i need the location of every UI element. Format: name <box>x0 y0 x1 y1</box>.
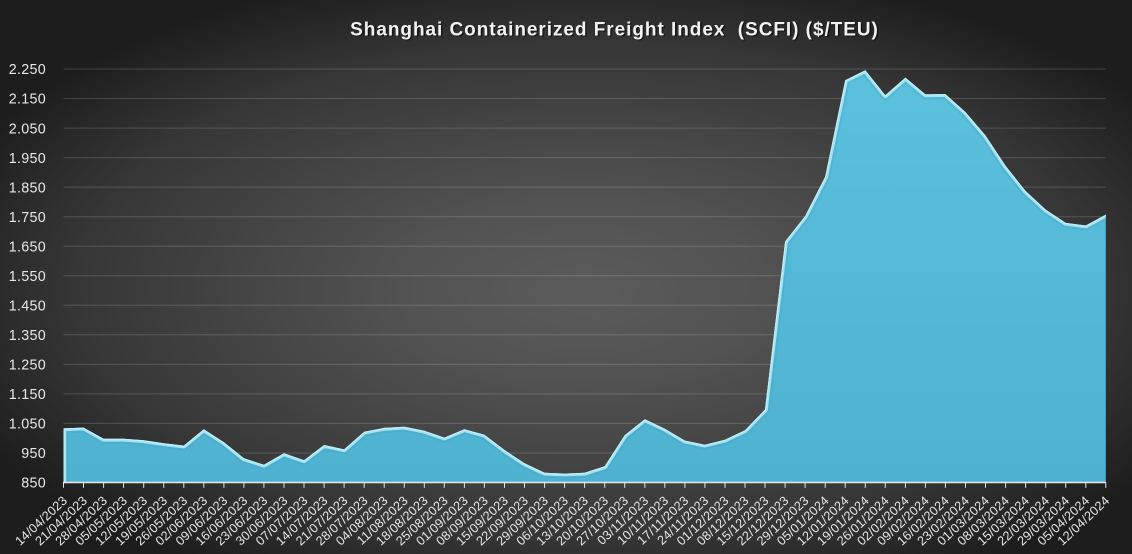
svg-text:1.350: 1.350 <box>9 328 46 344</box>
svg-text:2.250: 2.250 <box>9 62 46 78</box>
svg-text:1.150: 1.150 <box>9 387 46 403</box>
svg-text:Shanghai Containerized Freight: Shanghai Containerized Freight Index (SC… <box>352 21 881 42</box>
svg-text:1.250: 1.250 <box>9 358 46 374</box>
svg-text:1.550: 1.550 <box>9 269 46 285</box>
svg-text:1.650: 1.650 <box>9 239 46 255</box>
svg-text:1.850: 1.850 <box>9 180 46 196</box>
svg-text:850: 850 <box>21 476 46 492</box>
svg-text:1.750: 1.750 <box>9 210 46 226</box>
svg-text:950: 950 <box>21 446 46 462</box>
svg-text:1.050: 1.050 <box>9 417 46 433</box>
svg-text:2.150: 2.150 <box>9 92 46 108</box>
svg-text:1.450: 1.450 <box>9 299 46 315</box>
svg-text:Shanghai Containerized Freight: Shanghai Containerized Freight Index (SC… <box>350 19 879 40</box>
svg-text:2.050: 2.050 <box>9 121 46 137</box>
svg-text:1.950: 1.950 <box>9 151 46 167</box>
